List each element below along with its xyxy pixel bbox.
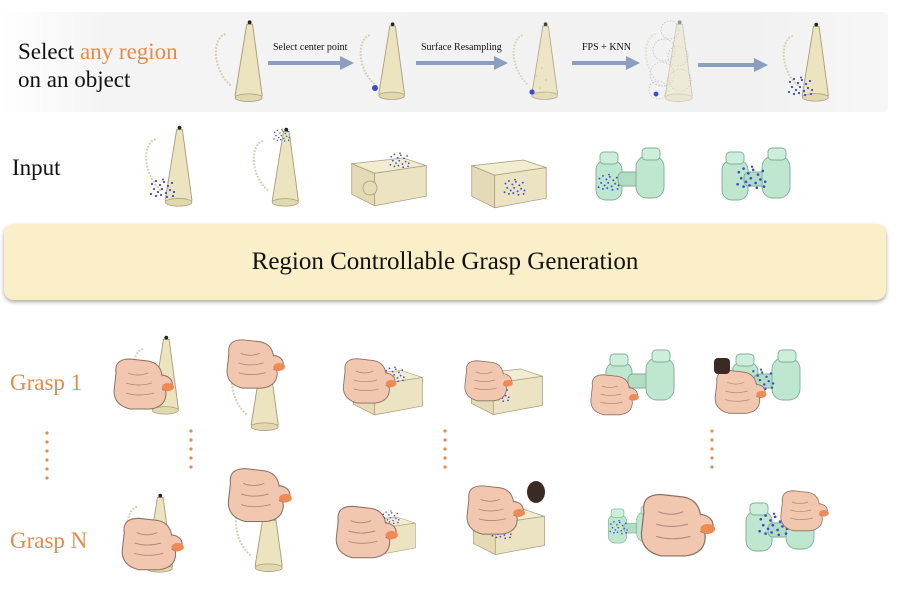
step-label-fps-knn: FPS + KNN xyxy=(582,42,631,53)
graspN-cone-bottom-hand xyxy=(121,492,185,574)
ellipsis-dots-box xyxy=(443,429,447,469)
grasp1-bino-middle-hand xyxy=(714,349,801,414)
input-row-label: Input xyxy=(12,155,61,180)
step-label-surface-resampling: Surface Resampling xyxy=(421,42,502,53)
select-title-accent: any region xyxy=(79,39,178,64)
ellipsis-dots-bino xyxy=(710,429,714,469)
input-cone-bottom-region xyxy=(140,122,198,208)
grasp1-bino-left-hand xyxy=(590,349,675,416)
select-region-title: Select any region on an object xyxy=(18,38,178,94)
pipeline-arrow-1 xyxy=(268,56,354,70)
graspN-bino-left-hand xyxy=(607,493,716,557)
ellipsis-dots-cone xyxy=(189,429,193,469)
select-title-prefix: Select xyxy=(18,39,80,64)
pipeline-cone-resampled xyxy=(508,18,563,102)
pipeline-cone-region xyxy=(778,18,834,104)
pipeline-cone-fps-knn xyxy=(640,16,698,104)
graspN-cone-top-hand xyxy=(227,468,293,573)
pipeline-arrow-4 xyxy=(698,58,768,72)
pipeline-cone-full xyxy=(210,16,268,104)
pipeline-cone-center-point xyxy=(355,18,410,102)
input-cone-top-region xyxy=(248,124,304,208)
graspN-box-side-hand xyxy=(466,481,545,555)
grasp1-box-top-hand xyxy=(342,358,424,416)
input-bino-left-region xyxy=(590,145,680,207)
step-label-select-center: Select center point xyxy=(273,42,348,53)
grasp1-cone-top-hand xyxy=(226,339,286,432)
pipeline-arrow-2 xyxy=(416,56,508,70)
ellipsis-dots-label xyxy=(45,431,49,480)
input-box-side-region xyxy=(466,150,552,212)
banner-title: Region Controllable Grasp Generation xyxy=(251,248,639,275)
grasp-1-label: Grasp 1 xyxy=(10,370,83,395)
input-box-top-region xyxy=(346,152,432,210)
input-bino-middle-region xyxy=(716,145,806,207)
graspN-bino-middle-hand xyxy=(745,490,830,552)
pipeline-arrow-3 xyxy=(572,56,640,70)
grasp1-box-side-hand xyxy=(464,360,543,415)
graspN-box-top-hand xyxy=(335,505,416,559)
region-grasp-banner: Region Controllable Grasp Generation xyxy=(4,224,886,300)
grasp1-cone-bottom-hand xyxy=(113,334,180,416)
grasp-n-label: Grasp N xyxy=(10,528,88,553)
select-title-line2: on an object xyxy=(18,67,131,92)
